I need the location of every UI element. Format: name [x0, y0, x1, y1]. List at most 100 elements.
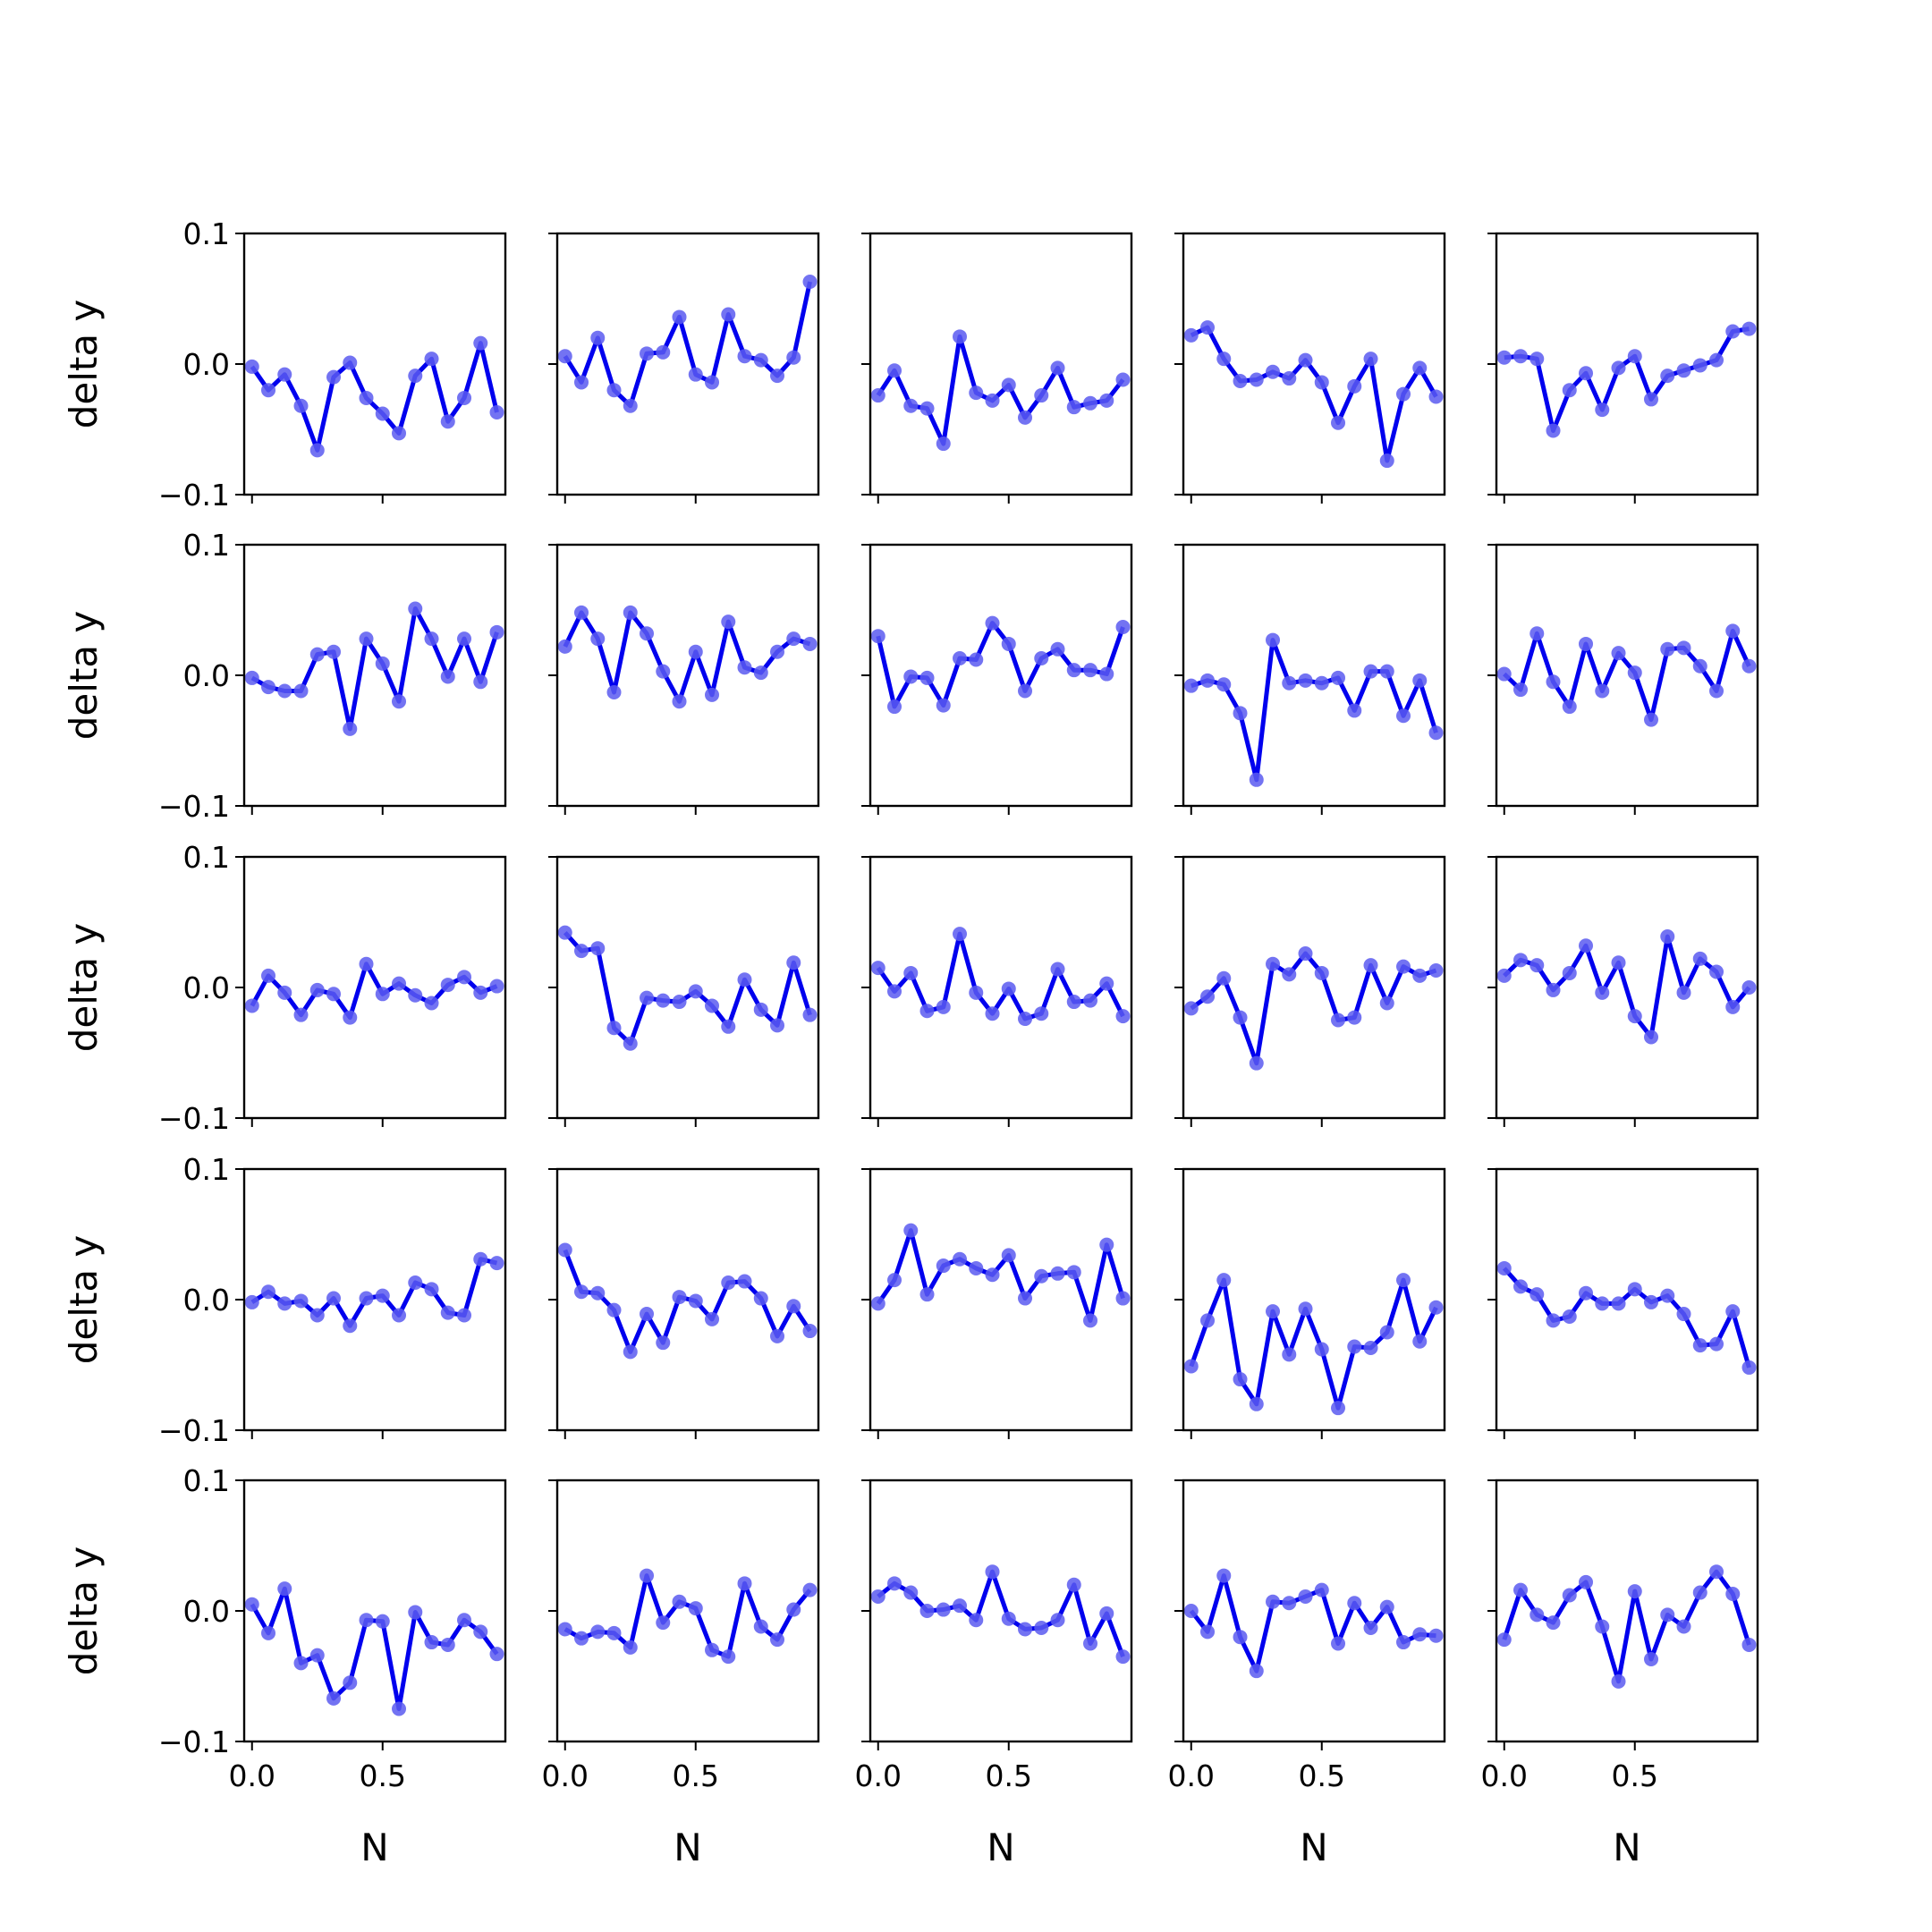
data-point	[1314, 675, 1329, 691]
data-point	[489, 405, 504, 420]
data-point	[953, 329, 968, 344]
data-point	[1083, 663, 1098, 678]
subplot-r5-c2: 0.0 0.5 N	[542, 1479, 820, 1869]
data-point	[1363, 958, 1378, 973]
data-point	[1282, 1347, 1297, 1362]
data-point	[1115, 1009, 1131, 1024]
data-point	[1066, 1265, 1081, 1280]
series-line	[876, 334, 1125, 446]
data-point	[590, 1285, 606, 1301]
data-point	[1018, 1622, 1033, 1637]
data-point	[1216, 1273, 1232, 1288]
data-point	[770, 1018, 785, 1033]
data-point	[457, 390, 472, 405]
data-point	[457, 631, 472, 647]
data-point	[424, 1282, 439, 1297]
data-point	[473, 1624, 488, 1640]
series-line	[563, 1249, 812, 1354]
data-point	[1282, 675, 1297, 691]
data-point	[1099, 976, 1114, 991]
y-axis-label: delta y	[62, 923, 106, 1053]
data-point	[440, 1637, 455, 1652]
data-point	[261, 968, 276, 983]
data-point	[375, 406, 390, 421]
data-point	[1233, 706, 1248, 721]
data-point	[1034, 1006, 1049, 1021]
data-point	[1725, 1304, 1741, 1319]
data-point	[1428, 1300, 1444, 1315]
data-point	[887, 1273, 902, 1288]
data-point	[887, 984, 902, 999]
data-point	[1579, 1574, 1594, 1589]
data-point	[574, 1284, 589, 1300]
data-point	[1099, 393, 1114, 408]
data-point	[1050, 641, 1065, 657]
y-tick-label: 0.0	[183, 1283, 230, 1318]
data-point	[1266, 364, 1281, 379]
series-line	[1189, 1277, 1438, 1411]
data-point	[1298, 946, 1313, 962]
data-point	[919, 401, 935, 416]
data-point	[392, 1701, 407, 1716]
data-point	[1676, 1307, 1691, 1322]
series-line	[1502, 1267, 1751, 1368]
data-point	[408, 369, 423, 384]
data-point	[1249, 1055, 1264, 1071]
data-point	[1611, 1296, 1626, 1311]
data-point	[1018, 683, 1033, 699]
x-tick-label: 0.0	[1168, 1758, 1215, 1793]
axes-frame	[1182, 855, 1446, 1120]
data-point	[1314, 1582, 1329, 1597]
data-point	[1083, 395, 1098, 411]
data-point	[1428, 963, 1444, 979]
series-line	[563, 281, 812, 409]
data-point	[688, 984, 703, 999]
data-point	[1331, 670, 1346, 685]
data-point	[1513, 1582, 1529, 1597]
data-point	[1066, 663, 1081, 678]
data-point	[1627, 1282, 1642, 1297]
data-point	[1709, 352, 1724, 368]
data-point	[392, 976, 407, 991]
data-point	[343, 1318, 358, 1334]
data-point	[737, 972, 752, 987]
data-point	[1249, 1396, 1264, 1411]
axes-frame	[869, 1479, 1133, 1743]
data-point	[870, 1296, 886, 1311]
data-point	[1200, 1313, 1216, 1328]
data-point	[753, 1291, 768, 1306]
data-point	[903, 669, 919, 684]
data-point	[1660, 1607, 1675, 1623]
subplot-r5-c3: 0.0 0.5 N	[855, 1479, 1133, 1869]
data-point	[786, 955, 801, 970]
y-tick-label: 0.1	[183, 216, 230, 251]
data-point	[1183, 1359, 1199, 1374]
data-point	[1546, 1313, 1561, 1328]
data-point	[919, 1004, 935, 1019]
subplot-r3-c2	[548, 855, 820, 1127]
data-point	[424, 996, 439, 1011]
data-point	[1709, 1336, 1724, 1352]
data-point	[1183, 327, 1199, 343]
data-point	[606, 684, 622, 699]
data-point	[1099, 1606, 1114, 1621]
data-point	[375, 1288, 390, 1303]
data-point	[1692, 1585, 1707, 1600]
data-point	[1611, 360, 1626, 376]
data-point	[770, 1328, 785, 1343]
data-point	[1644, 1030, 1659, 1045]
data-point	[1396, 1635, 1411, 1650]
data-point	[489, 979, 504, 994]
data-point	[1644, 712, 1659, 727]
data-point	[1513, 682, 1529, 698]
data-point	[705, 1311, 720, 1326]
data-point	[672, 694, 687, 709]
subplot-r4-c2	[548, 1167, 820, 1439]
y-axis-label: delta y	[62, 1235, 106, 1365]
data-point	[574, 605, 589, 620]
subplot-r2-c4	[1174, 543, 1446, 815]
data-point	[770, 1632, 785, 1648]
data-point	[953, 1598, 968, 1614]
data-point	[1331, 1013, 1346, 1028]
data-point	[309, 1648, 325, 1663]
